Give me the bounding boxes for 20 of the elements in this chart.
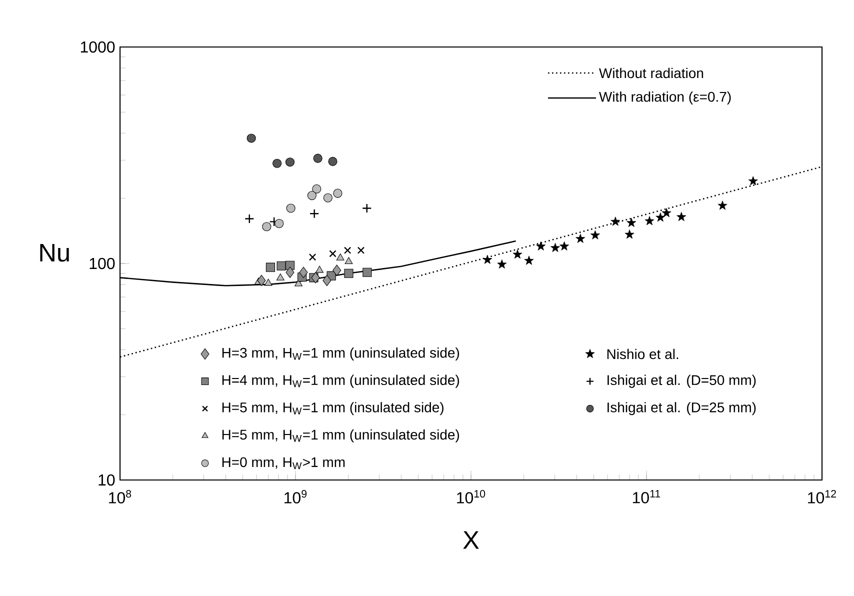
legend-label: H=3 mm, H$_{W}$=1 mm (uninsulated side) xyxy=(222,347,460,361)
y-axis-title: Nu xyxy=(40,244,69,262)
x-tick-label: 10$^{12}$ xyxy=(808,490,836,504)
legend-label: Nishio et al. xyxy=(607,348,678,360)
x-axis-title: X xyxy=(463,531,479,549)
legend-label: H=4 mm, H$_{W}$=1 mm (uninsulated side) xyxy=(222,374,460,388)
legend-label: H=5 mm, H$_{W}$=1 mm (uninsulated side) xyxy=(222,429,460,442)
legend-label: H=5 mm, H$_{W}$=1 mm (insulated side) xyxy=(222,402,444,416)
y-tick-label: 10 xyxy=(98,474,115,486)
x-tick-label: 10$^{8}$ xyxy=(109,490,132,504)
legend-label: With radiation (ε=0.7) xyxy=(599,91,731,105)
x-tick-label: 10$^{9}$ xyxy=(284,490,307,504)
y-tick-label: 1000 xyxy=(80,41,115,53)
x-tick-label: 10$^{11}$ xyxy=(632,490,660,504)
legend-label: Ishigai et al. (D=25 mm) xyxy=(608,402,756,416)
legend-label: H=0 mm, H$_{W}$>1 mm xyxy=(222,457,345,470)
y-tick-label: 100 xyxy=(90,258,115,270)
x-tick-label: 10$^{10}$ xyxy=(457,490,486,504)
legend-label: Ishigai et al. (D=50 mm) xyxy=(608,374,756,388)
legend-label: Without radiation xyxy=(599,68,704,78)
